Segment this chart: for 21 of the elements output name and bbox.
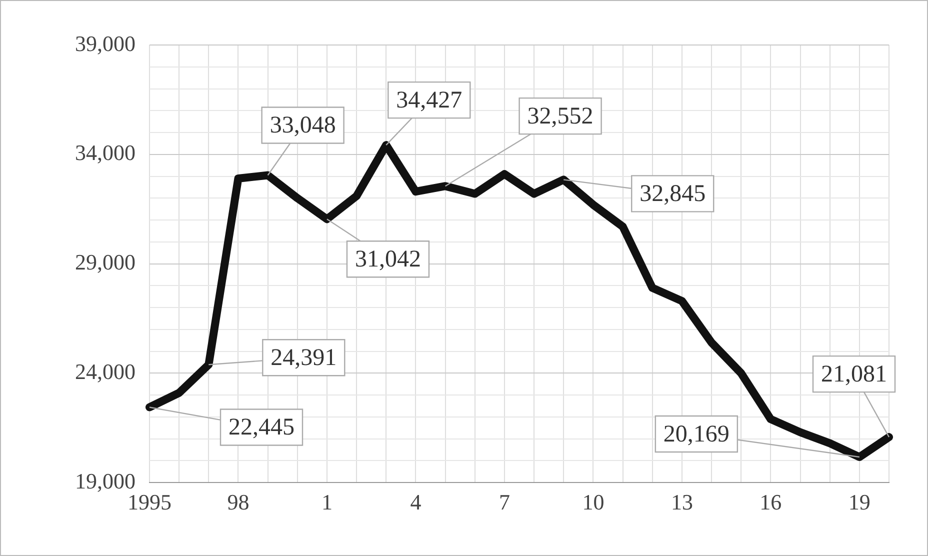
- x-tick-label: 98: [227, 490, 250, 515]
- x-tick-label: 1: [321, 490, 332, 515]
- y-tick-label: 34,000: [75, 140, 136, 166]
- data-label: 34,427: [396, 87, 462, 114]
- y-tick-label: 29,000: [75, 250, 136, 275]
- x-tick-label: 7: [498, 490, 510, 515]
- data-label: 24,391: [270, 344, 337, 371]
- data-label: 33,048: [270, 112, 336, 139]
- x-tick-label: 16: [760, 490, 782, 515]
- data-label: 20,169: [663, 421, 730, 448]
- x-tick-label: 10: [582, 490, 604, 515]
- data-label: 32,845: [640, 180, 706, 207]
- y-tick-label: 24,000: [75, 358, 136, 384]
- data-label: 22,445: [228, 414, 294, 441]
- y-tick-label: 39,000: [75, 30, 136, 56]
- data-label: 31,042: [354, 246, 421, 272]
- data-label: 21,081: [821, 361, 887, 388]
- data-label: 32,552: [527, 103, 594, 130]
- x-tick-label: 13: [670, 490, 693, 515]
- x-tick-label: 4: [410, 490, 422, 515]
- x-tick-label: 19: [848, 490, 870, 515]
